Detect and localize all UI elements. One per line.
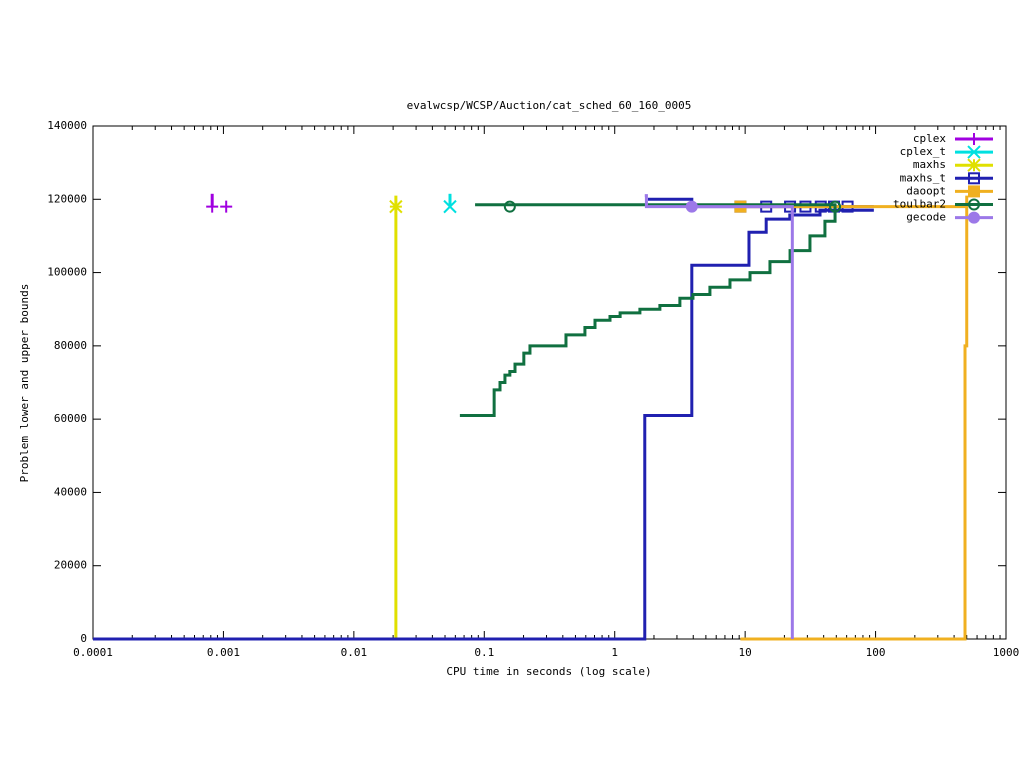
x-tick-label: 0.1 xyxy=(474,646,494,659)
x-tick-label: 0.0001 xyxy=(73,646,113,659)
x-tick-label: 0.01 xyxy=(341,646,368,659)
point xyxy=(220,200,233,213)
x-tick-label: 1 xyxy=(611,646,618,659)
point xyxy=(968,133,980,145)
x-tick-label: 1000 xyxy=(993,646,1020,659)
chart-title: evalwcsp/WCSP/Auction/cat_sched_60_160_0… xyxy=(407,99,692,112)
y-axis-label: Problem lower and upper bounds xyxy=(18,284,31,483)
legend-label: cplex_t xyxy=(900,145,946,158)
y-tick-label: 100000 xyxy=(47,266,87,279)
point xyxy=(968,185,980,198)
x-tick-label: 0.001 xyxy=(207,646,240,659)
legend-label: toulbar2 xyxy=(893,198,946,211)
line xyxy=(740,195,969,641)
line xyxy=(644,194,794,639)
legend-label: cplex xyxy=(913,132,946,145)
point xyxy=(685,200,698,213)
point xyxy=(389,199,403,214)
point xyxy=(968,172,980,185)
line xyxy=(93,208,874,641)
legend-label: maxhs xyxy=(913,158,946,171)
point xyxy=(206,200,219,213)
plot-frame xyxy=(92,125,1007,640)
point xyxy=(829,200,842,213)
line xyxy=(459,206,837,417)
y-tick-label: 80000 xyxy=(54,339,87,352)
point xyxy=(967,158,981,172)
y-tick-label: 120000 xyxy=(47,192,87,205)
y-tick-label: 0 xyxy=(80,632,87,645)
legend-label: gecode xyxy=(906,211,946,224)
point xyxy=(503,200,516,213)
x-tick-label: 10 xyxy=(739,646,752,659)
point xyxy=(443,199,457,214)
point xyxy=(967,145,981,159)
y-tick-label: 60000 xyxy=(54,412,87,425)
x-axis-label: CPU time in seconds (log scale) xyxy=(446,665,651,678)
point xyxy=(968,211,980,224)
y-tick-label: 40000 xyxy=(54,485,87,498)
x-tick-label: 100 xyxy=(866,646,886,659)
upper-line xyxy=(475,203,837,207)
y-tick-label: 140000 xyxy=(47,119,87,132)
y-tick-label: 20000 xyxy=(54,559,87,572)
point xyxy=(968,198,980,211)
legend-label: daoopt xyxy=(906,184,946,197)
legend-label: maxhs_t xyxy=(900,171,946,184)
